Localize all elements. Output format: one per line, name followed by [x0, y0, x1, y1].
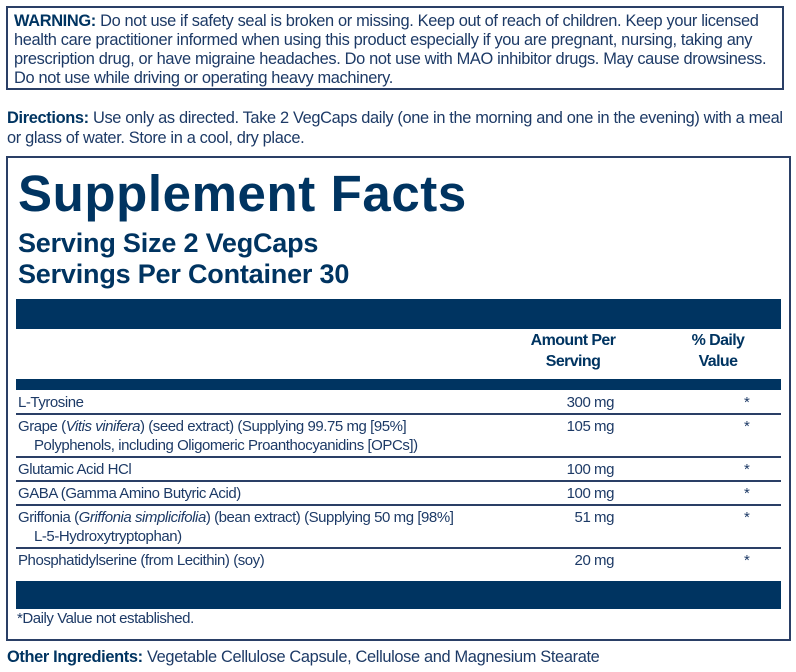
warning-label: WARNING:: [14, 12, 96, 30]
name-text: Glutamic Acid HCl: [18, 461, 132, 478]
thick-divider: [16, 299, 781, 329]
table-row: GABA (Gamma Amino Butyric Acid) 100 mg *: [16, 482, 781, 506]
table-row: L-Tyrosine 300 mg *: [16, 391, 781, 415]
ingredient-name: L-Tyrosine: [18, 393, 518, 412]
ingredient-name: GABA (Gamma Amino Butyric Acid): [18, 484, 518, 503]
latin-name: Vitis vinifera: [65, 418, 141, 435]
supplement-facts-panel: Supplement Facts Serving Size 2 VegCaps …: [6, 156, 791, 641]
directions: Directions: Use only as directed. Take 2…: [7, 108, 792, 148]
daily-value: *: [744, 485, 750, 502]
amount-per-serving-header: Amount Per Serving: [513, 330, 633, 372]
name-text: ) (seed extract) (Supplying 99.75 mg [95…: [140, 418, 407, 435]
ingredient-table: L-Tyrosine 300 mg * Grape (Vitis vinifera) …: [16, 391, 781, 571]
table-row: Grape (Vitis vinifera) (seed extract) (S…: [16, 415, 781, 458]
amount: 51 mg: [574, 509, 615, 526]
ingredient-name: Grape (Vitis vinifera) (seed extract) (S…: [18, 417, 518, 455]
name-text: L-Tyrosine: [18, 394, 84, 411]
name-text: Grape (: [18, 418, 66, 435]
header-line: Amount Per: [530, 332, 616, 349]
daily-value: *: [744, 418, 750, 435]
name-text: Phosphatidylserine (from Lecithin) (soy): [18, 552, 265, 569]
amount: 300 mg: [566, 394, 615, 411]
header-line: Serving: [545, 353, 601, 370]
warning-text: Do not use if safety seal is broken or m…: [14, 12, 767, 87]
other-ingredients-text: Vegetable Cellulose Capsule, Cellulose a…: [142, 648, 600, 666]
name-text: ) (bean extract) (Supplying 50 mg [98%]: [205, 509, 454, 526]
directions-label: Directions:: [7, 109, 89, 127]
daily-value-header: % Daily Value: [668, 330, 768, 372]
thick-divider: [16, 581, 781, 609]
amount: 20 mg: [574, 552, 615, 569]
header-line: Value: [698, 353, 738, 370]
ingredient-name: Phosphatidylserine (from Lecithin) (soy): [18, 551, 518, 570]
serving-size: Serving Size 2 VegCaps: [18, 228, 319, 258]
table-row: Phosphatidylserine (from Lecithin) (soy)…: [16, 549, 781, 571]
ingredient-name: Griffonia (Griffonia simplicifolia) (bea…: [18, 508, 518, 546]
warning-box: WARNING: Do not use if safety seal is br…: [6, 6, 784, 90]
name-continuation: Polyphenols, including Oligomeric Proant…: [34, 437, 418, 454]
other-ingredients: Other Ingredients: Vegetable Cellulose C…: [7, 648, 600, 667]
table-row: Griffonia (Griffonia simplicifolia) (bea…: [16, 506, 781, 549]
directions-text: Use only as directed. Take 2 VegCaps dai…: [7, 109, 783, 147]
daily-value: *: [744, 461, 750, 478]
ingredient-name: Glutamic Acid HCl: [18, 460, 518, 479]
name-text: Griffonia (: [18, 509, 79, 526]
other-ingredients-label: Other Ingredients:: [7, 648, 143, 666]
latin-name: Griffonia simplicifolia: [78, 509, 207, 526]
name-text: GABA (Gamma Amino Butyric Acid): [18, 485, 241, 502]
daily-value: *: [744, 394, 750, 411]
facts-title: Supplement Facts: [18, 165, 467, 222]
daily-value: *: [744, 552, 750, 569]
table-row: Glutamic Acid HCl 100 mg *: [16, 458, 781, 482]
amount: 105 mg: [566, 418, 615, 435]
servings-per-container: Servings Per Container 30: [18, 259, 350, 289]
name-continuation: L-5-Hydroxytryptophan): [34, 528, 182, 545]
amount: 100 mg: [566, 485, 615, 502]
header-line: % Daily: [691, 332, 745, 349]
daily-value: *: [744, 509, 750, 526]
amount: 100 mg: [566, 461, 615, 478]
medium-divider: [16, 379, 781, 390]
footnote: *Daily Value not established.: [17, 610, 194, 627]
